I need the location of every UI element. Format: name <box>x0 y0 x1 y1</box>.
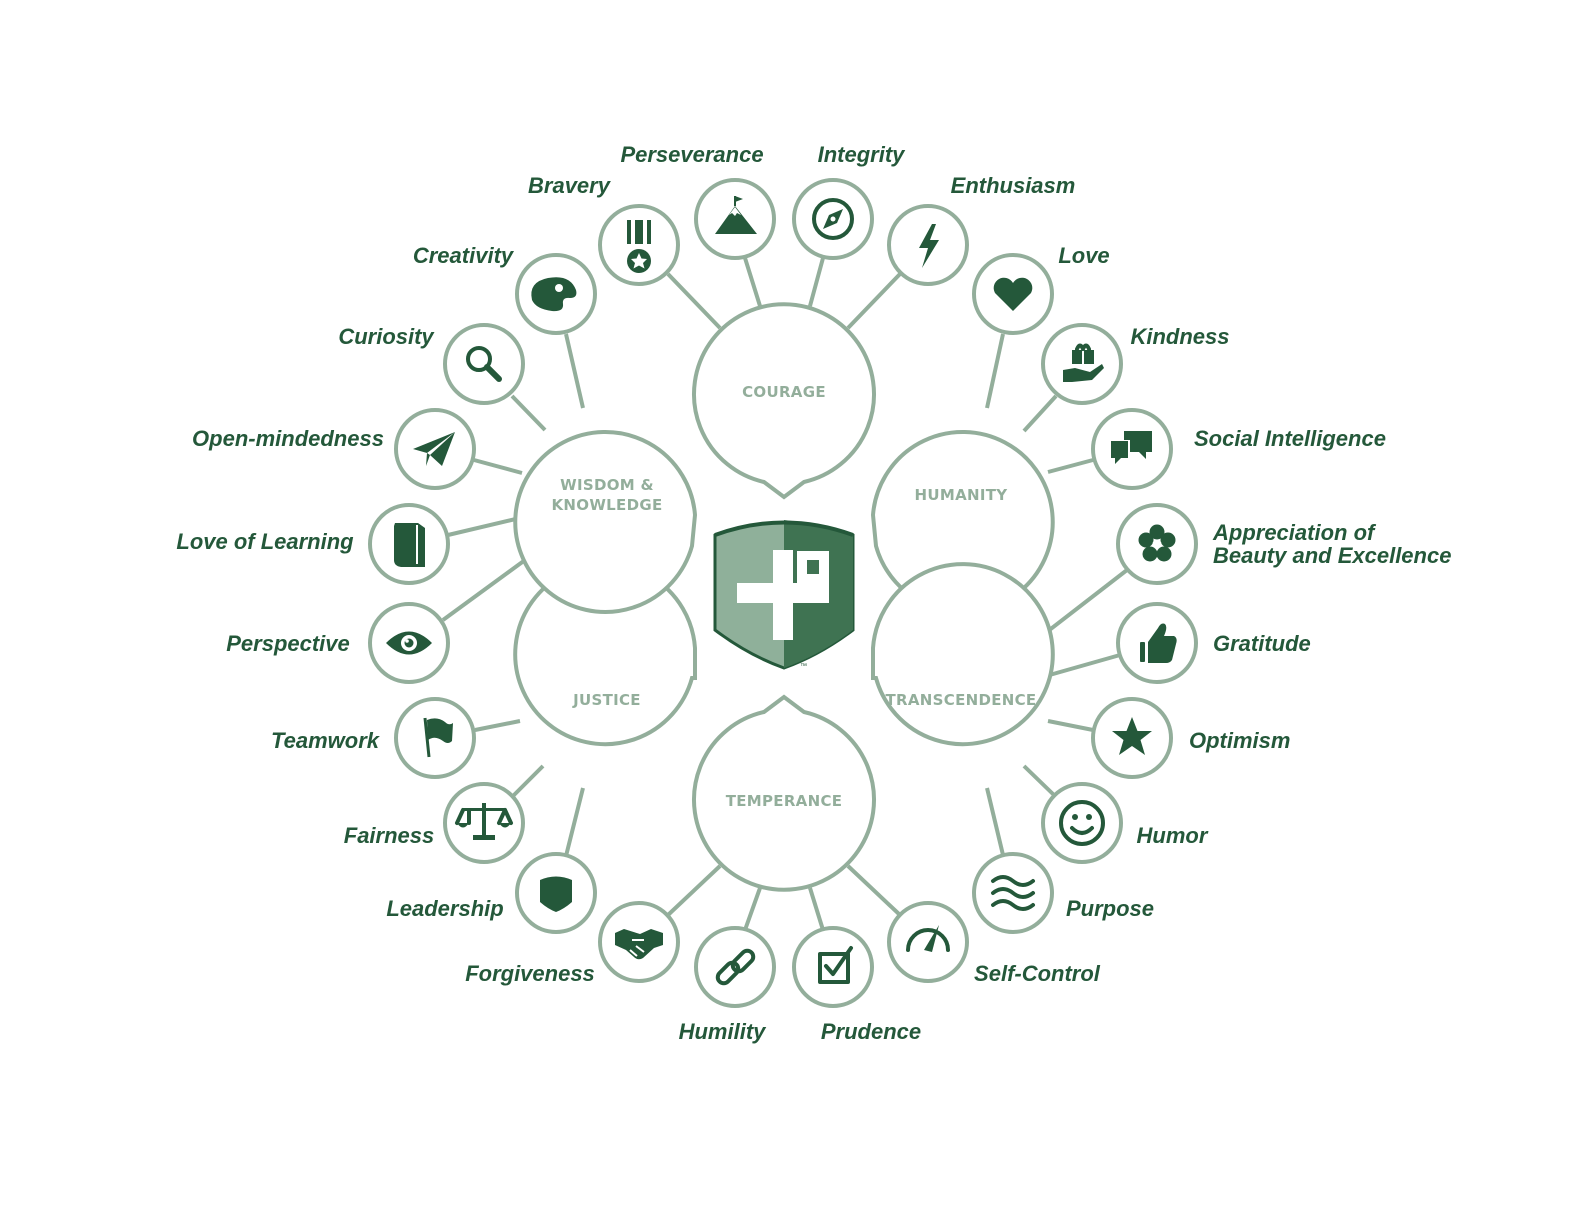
virtue-bravery: Bravery <box>528 173 680 286</box>
flower-icon <box>1138 524 1176 562</box>
virtue-self-control: Self-Control <box>887 901 1101 986</box>
virtue-perspective: Perspective <box>226 602 450 684</box>
category-label: TEMPERANCE <box>726 792 843 810</box>
connector-lines <box>441 257 1129 931</box>
virtue-label: Love <box>1058 243 1109 268</box>
virtue-label: Teamwork <box>271 728 381 753</box>
mountain-flag-icon <box>715 196 757 234</box>
category-wisdom-knowledge: WISDOM & KNOWLEDGE <box>513 429 698 614</box>
shield-icon <box>540 876 572 912</box>
gift-hand-icon <box>1063 343 1104 382</box>
virtue-love-of-learning: Love of Learning <box>176 503 450 585</box>
virtue-humility: Humility <box>679 926 776 1044</box>
eye-icon <box>386 631 432 655</box>
gauge-icon <box>906 925 950 952</box>
category-courage: COURAGE <box>692 302 876 500</box>
paper-plane-icon <box>413 432 455 466</box>
category-label-line-2: KNOWLEDGE <box>552 496 663 514</box>
compass-icon <box>812 198 854 240</box>
center-shield-logo: ™ <box>713 520 855 670</box>
category-label: HUMANITY <box>915 486 1009 504</box>
trademark-symbol: ™ <box>800 663 807 670</box>
flag-icon <box>423 717 453 758</box>
virtue-label: Perseverance <box>620 142 763 167</box>
virtue-kindness: Kindness <box>1041 323 1230 405</box>
virtue-teamwork: Teamwork <box>271 697 476 779</box>
virtue-prudence: Prudence <box>792 926 921 1044</box>
magnifier-icon <box>466 346 502 382</box>
virtue-label: Prudence <box>821 1019 921 1044</box>
category-label: TRANSCENDENCE <box>886 691 1037 709</box>
virtue-appreciation-of-beauty: Appreciation of Beauty and Excellence <box>1116 503 1451 585</box>
category-label: JUSTICE <box>572 691 641 709</box>
category-transcendence: TRANSCENDENCE <box>871 562 1055 747</box>
heart-icon <box>993 277 1033 311</box>
thumbs-up-icon <box>1140 623 1177 663</box>
virtue-integrity: Integrity <box>792 142 907 260</box>
star-icon <box>1112 717 1152 755</box>
palette-icon <box>531 277 577 312</box>
virtue-love: Love <box>972 243 1110 335</box>
virtue-perseverance: Perseverance <box>620 142 776 260</box>
virtue-forgiveness: Forgiveness <box>465 901 680 986</box>
virtue-label: Love of Learning <box>176 529 354 554</box>
lightning-icon <box>919 224 939 268</box>
virtue-fairness: Fairness <box>344 782 525 864</box>
virtue-label: Curiosity <box>338 324 435 349</box>
virtue-label: Social Intelligence <box>1194 426 1386 451</box>
virtue-label: Optimism <box>1189 728 1290 753</box>
virtue-label: Gratitude <box>1213 631 1311 656</box>
category-label-line-1: WISDOM & <box>560 476 654 494</box>
book-icon <box>394 523 425 567</box>
virtue-label: Humility <box>679 1019 768 1044</box>
virtue-label: Self-Control <box>974 961 1101 986</box>
virtue-label: Integrity <box>818 142 907 167</box>
checkbox-icon <box>818 946 853 984</box>
virtue-open-mindedness: Open-mindedness <box>192 408 476 490</box>
virtue-label: Leadership <box>386 896 503 921</box>
virtue-label: Kindness <box>1130 324 1229 349</box>
virtue-gratitude: Gratitude <box>1116 602 1311 684</box>
virtue-leadership: Leadership <box>386 852 597 934</box>
link-icon <box>715 948 756 986</box>
virtue-label: Open-mindedness <box>192 426 384 451</box>
virtue-label: Bravery <box>528 173 612 198</box>
virtue-label: Enthusiasm <box>951 173 1076 198</box>
virtue-label: Purpose <box>1066 896 1154 921</box>
virtue-curiosity: Curiosity <box>338 323 525 405</box>
handshake-icon <box>615 929 663 960</box>
virtue-label-line-2: Beauty and Excellence <box>1213 543 1451 568</box>
virtue-label: Creativity <box>413 243 515 268</box>
virtue-label: Forgiveness <box>465 961 595 986</box>
waves-icon <box>991 875 1035 911</box>
virtue-purpose: Purpose <box>972 852 1154 934</box>
smiley-icon <box>1059 800 1105 846</box>
category-label: COURAGE <box>742 383 826 401</box>
virtue-social-intelligence: Social Intelligence <box>1091 408 1386 490</box>
category-temperance: TEMPERANCE <box>692 694 876 892</box>
virtue-enthusiasm: Enthusiasm <box>887 173 1076 286</box>
virtue-label: Fairness <box>344 823 435 848</box>
virtue-humor: Humor <box>1041 782 1209 864</box>
category-justice: JUSTICE <box>513 562 697 747</box>
virtue-creativity: Creativity <box>413 243 597 335</box>
virtue-label-line-1: Appreciation of <box>1212 520 1377 545</box>
virtue-optimism: Optimism <box>1091 697 1290 779</box>
virtue-label: Perspective <box>226 631 350 656</box>
medal-icon <box>627 220 651 273</box>
scales-icon <box>455 803 513 840</box>
virtue-label: Humor <box>1137 823 1209 848</box>
chat-bubbles-icon <box>1111 431 1152 465</box>
